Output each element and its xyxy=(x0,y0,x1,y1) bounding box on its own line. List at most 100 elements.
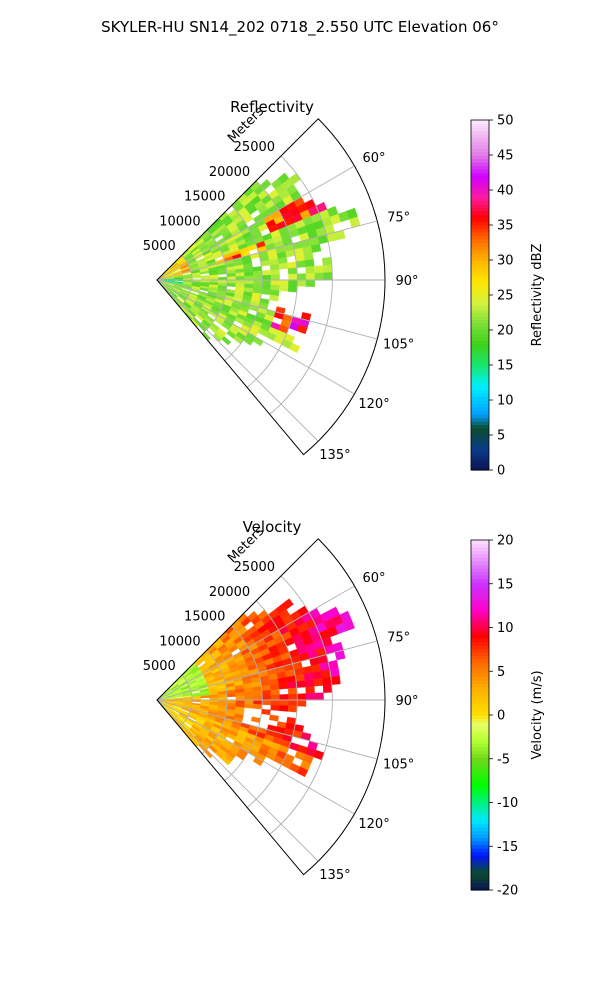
azimuth-tick-label: 135° xyxy=(319,448,350,463)
echo-cell xyxy=(244,695,254,701)
colorbar-swatch xyxy=(471,823,489,828)
colorbar-swatch xyxy=(471,694,489,699)
colorbar-swatch xyxy=(471,151,489,156)
range-ring xyxy=(269,155,333,415)
colorbar-swatch xyxy=(471,683,489,688)
echo-cell xyxy=(305,272,315,281)
colorbar-swatch xyxy=(471,403,489,408)
colorbar-swatch xyxy=(471,662,489,667)
colorbar-tick-label: -10 xyxy=(497,796,518,811)
echo-cell xyxy=(287,267,298,275)
colorbar-swatch xyxy=(471,421,489,426)
colorbar-label: Reflectivity dBZ xyxy=(530,244,545,347)
colorbar-swatch xyxy=(471,862,489,867)
colorbar-tick-label: 15 xyxy=(497,577,514,592)
range-tick-label: 5000 xyxy=(143,239,176,254)
colorbar-swatch xyxy=(471,813,489,818)
colorbar-swatch xyxy=(471,711,489,716)
colorbar-swatch xyxy=(471,424,489,429)
colorbar-swatch xyxy=(471,739,489,744)
echo-cell xyxy=(261,269,272,276)
colorbar-swatch xyxy=(471,841,489,846)
colorbar-swatch xyxy=(471,886,489,891)
colorbar-swatch xyxy=(471,620,489,625)
colorbar-swatch xyxy=(471,459,489,464)
echo-cell xyxy=(226,276,237,281)
range-ring xyxy=(179,254,193,308)
echo-cell xyxy=(279,705,289,712)
echo-cell xyxy=(226,282,237,288)
colorbar-swatch xyxy=(471,165,489,170)
colorbar-tick-label: 5 xyxy=(497,665,505,680)
echo-cell xyxy=(270,694,280,701)
echo-cell xyxy=(235,276,245,281)
echo-cell xyxy=(261,689,272,696)
colorbar-swatch xyxy=(471,295,489,300)
range-ring xyxy=(201,230,228,335)
echo-cell xyxy=(244,703,254,709)
colorbar-swatch xyxy=(471,123,489,128)
colorbar-swatch xyxy=(471,137,489,142)
echo-cell xyxy=(312,670,323,680)
colorbar-swatch xyxy=(471,396,489,401)
azimuth-tick-label: 75° xyxy=(387,210,410,225)
colorbar-swatch xyxy=(471,344,489,349)
colorbar-swatch xyxy=(471,463,489,468)
range-ring xyxy=(246,180,298,388)
figure-suptitle: SKYLER-HU SN14_202 0718_2.550 UTC Elevat… xyxy=(101,18,499,37)
echo-cell xyxy=(296,766,309,778)
colorbar-swatch xyxy=(471,666,489,671)
colorbar-swatch xyxy=(471,207,489,212)
colorbar-tick-label: -15 xyxy=(497,840,518,855)
velocity-colorbar: -20 -15 -10 -5 0 5 10 15 20 Velocity (m/s) xyxy=(470,534,545,899)
echo-cell xyxy=(296,324,308,335)
colorbar-swatch xyxy=(471,858,489,863)
azimuth-gridline xyxy=(156,585,355,701)
echo-cell xyxy=(297,693,307,701)
colorbar-swatch xyxy=(471,795,489,800)
colorbar-swatch xyxy=(471,669,489,674)
colorbar-swatch xyxy=(471,449,489,454)
colorbar-swatch xyxy=(471,368,489,373)
colorbar-swatch xyxy=(471,452,489,457)
colorbar-swatch xyxy=(471,771,489,776)
echo-cell xyxy=(261,684,271,691)
colorbar-swatch xyxy=(471,211,489,216)
azimuth-gridline xyxy=(156,699,355,815)
echo-cell xyxy=(261,699,272,706)
echo-cell xyxy=(244,699,254,705)
colorbar-swatch xyxy=(471,722,489,727)
colorbar-swatch xyxy=(471,708,489,713)
colorbar-swatch xyxy=(471,879,489,884)
colorbar-swatch xyxy=(471,837,489,842)
colorbar-swatch xyxy=(471,389,489,394)
colorbar-swatch xyxy=(471,358,489,363)
reflectivity-axes: 60° 75° 90° 105° 120° 135° 5000 10000 15000 20000… xyxy=(143,104,419,463)
colorbar-swatch xyxy=(471,792,489,797)
colorbar-swatch xyxy=(471,274,489,279)
colorbar-swatch xyxy=(471,169,489,174)
colorbar-swatch xyxy=(471,407,489,412)
colorbar-swatch xyxy=(471,417,489,422)
colorbar-swatch xyxy=(471,781,489,786)
colorbar-swatch xyxy=(471,204,489,209)
colorbar-swatch xyxy=(471,281,489,286)
echo-cell xyxy=(244,691,254,697)
azimuth-tick-label: 105° xyxy=(383,338,414,353)
echo-cell xyxy=(217,693,228,698)
echo-cell xyxy=(305,279,315,288)
colorbar-swatch xyxy=(471,456,489,461)
range-tick-label: 5000 xyxy=(143,659,176,674)
range-tick-label: 20000 xyxy=(209,585,250,600)
echo-cell xyxy=(269,263,280,271)
echo-cell xyxy=(226,279,237,284)
colorbar-swatch xyxy=(471,361,489,366)
colorbar-swatch xyxy=(471,736,489,741)
colorbar-tick-label: 15 xyxy=(497,359,514,374)
colorbar-swatch xyxy=(471,197,489,202)
echo-cell xyxy=(288,273,298,281)
colorbar-swatch xyxy=(471,627,489,632)
colorbar-swatch xyxy=(471,848,489,853)
colorbar-swatch xyxy=(471,568,489,573)
echo-cell xyxy=(253,275,263,281)
